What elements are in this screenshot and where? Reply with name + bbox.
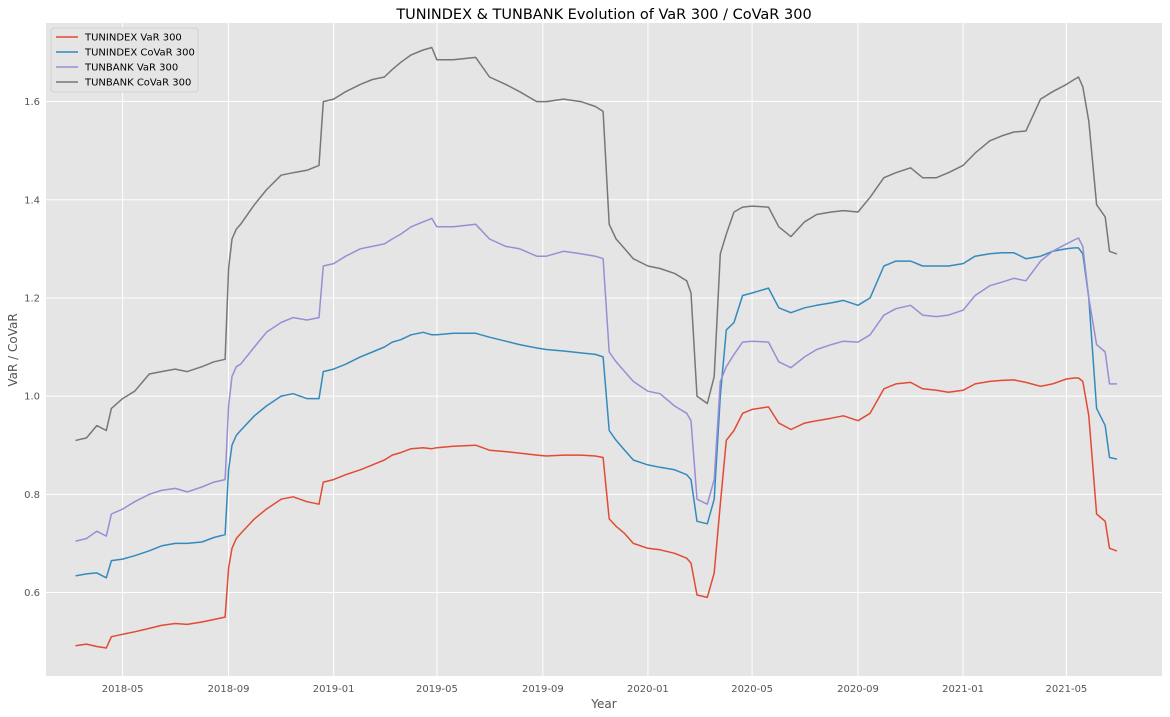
legend-entry-label: TUNINDEX CoVaR 300 xyxy=(84,48,195,59)
y-tick-label: 1.2 xyxy=(24,293,40,304)
y-tick-label: 0.8 xyxy=(24,490,40,501)
series-lines xyxy=(75,46,1118,649)
x-tick-label: 2020-09 xyxy=(837,684,879,695)
legend-entry-label: TUNINDEX VaR 300 xyxy=(84,33,182,44)
x-tick-label: 2019-01 xyxy=(313,684,355,695)
series-line-tunindex-var-300 xyxy=(75,377,1118,649)
x-tick-label: 2019-05 xyxy=(416,684,458,695)
y-tick-label: 0.6 xyxy=(24,588,40,599)
series-line-tunindex-covar-300 xyxy=(75,247,1118,579)
x-axis-label: Year xyxy=(590,697,616,711)
chart-title: TUNINDEX & TUNBANK Evolution of VaR 300 … xyxy=(395,7,811,23)
x-tick-label: 2020-01 xyxy=(627,684,669,695)
series-line-tunbank-covar-300 xyxy=(75,46,1118,442)
y-tick-label: 1.0 xyxy=(24,392,40,403)
y-axis-label: VaR / CoVaR xyxy=(6,313,20,386)
legend-entry-label: TUNBANK CoVaR 300 xyxy=(84,78,191,89)
x-tick-label: 2018-09 xyxy=(208,684,250,695)
x-tick-label: 2021-01 xyxy=(942,684,984,695)
x-tick-label: 2021-05 xyxy=(1046,684,1088,695)
legend: TUNINDEX VaR 300 TUNINDEX CoVaR 300 TUNBAN… xyxy=(50,27,199,93)
series-line-tunbank-var-300 xyxy=(75,217,1118,542)
x-tick-label: 2020-05 xyxy=(731,684,773,695)
x-tick-label: 2019-09 xyxy=(522,684,564,695)
tick-labels: 0.6 0.8 1.0 1.2 1.4 1.6 2018-05 2018-09 2019-01 2… xyxy=(24,97,1087,695)
legend-entry-label: TUNBANK VaR 300 xyxy=(84,63,178,74)
x-tick-label: 2018-05 xyxy=(102,684,144,695)
y-tick-label: 1.4 xyxy=(24,195,40,206)
y-tick-label: 1.6 xyxy=(24,97,40,108)
legend-box xyxy=(50,27,199,93)
